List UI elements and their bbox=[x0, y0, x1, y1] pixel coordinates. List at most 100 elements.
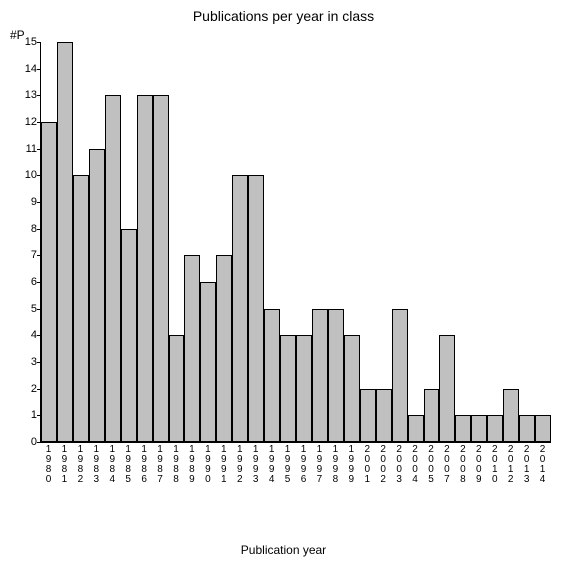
bar-slot bbox=[408, 42, 424, 442]
bar bbox=[216, 255, 232, 442]
x-label-slot: 1999 bbox=[343, 444, 359, 484]
x-label-slot: 1982 bbox=[72, 444, 88, 484]
bar bbox=[169, 335, 185, 442]
bar bbox=[328, 309, 344, 442]
bar bbox=[376, 389, 392, 442]
bar bbox=[503, 389, 519, 442]
x-label-slot: 2002 bbox=[375, 444, 391, 484]
x-tick-label: 2007 bbox=[441, 444, 451, 484]
x-label-slot: 2001 bbox=[359, 444, 375, 484]
x-tick-label: 1988 bbox=[170, 444, 180, 484]
bar-slot bbox=[89, 42, 105, 442]
bars-row bbox=[41, 42, 551, 442]
x-tick-label: 1990 bbox=[202, 444, 212, 484]
plot-area: 0123456789101112131415 bbox=[40, 42, 551, 443]
x-tick-label: 2008 bbox=[457, 444, 467, 484]
x-tick-label: 1980 bbox=[43, 444, 53, 484]
x-tick-label: 1981 bbox=[59, 444, 69, 484]
x-tick-label: 1992 bbox=[234, 444, 244, 484]
x-label-slot: 1996 bbox=[295, 444, 311, 484]
bar-slot bbox=[503, 42, 519, 442]
bar-slot bbox=[312, 42, 328, 442]
x-tick-label: 1997 bbox=[314, 444, 324, 484]
x-label-slot: 2013 bbox=[518, 444, 534, 484]
x-tick-label: 1994 bbox=[266, 444, 276, 484]
y-tick-mark bbox=[37, 442, 41, 443]
bar bbox=[360, 389, 376, 442]
bar-slot bbox=[328, 42, 344, 442]
bar-slot bbox=[264, 42, 280, 442]
bar bbox=[312, 309, 328, 442]
bar-slot bbox=[216, 42, 232, 442]
bar bbox=[455, 415, 471, 442]
bar bbox=[487, 415, 503, 442]
bar bbox=[471, 415, 487, 442]
x-label-slot: 2014 bbox=[534, 444, 550, 484]
x-tick-label: 1995 bbox=[282, 444, 292, 484]
chart-container: Publications per year in class #P 012345… bbox=[0, 0, 567, 567]
bar-slot bbox=[232, 42, 248, 442]
bar-slot bbox=[169, 42, 185, 442]
x-label-slot: 2012 bbox=[502, 444, 518, 484]
x-tick-label: 2002 bbox=[378, 444, 388, 484]
bar bbox=[344, 335, 360, 442]
bar-slot bbox=[137, 42, 153, 442]
x-tick-label: 2014 bbox=[537, 444, 547, 484]
bar bbox=[296, 335, 312, 442]
bar-slot bbox=[57, 42, 73, 442]
x-label-slot: 1995 bbox=[279, 444, 295, 484]
bar-slot bbox=[184, 42, 200, 442]
x-label-slot: 1991 bbox=[215, 444, 231, 484]
bar bbox=[232, 175, 248, 442]
x-label-slot: 2010 bbox=[486, 444, 502, 484]
bar-slot bbox=[471, 42, 487, 442]
bar-slot bbox=[535, 42, 551, 442]
bar-slot bbox=[519, 42, 535, 442]
bar bbox=[105, 95, 121, 442]
x-tick-label: 2005 bbox=[425, 444, 435, 484]
x-tick-label: 1989 bbox=[186, 444, 196, 484]
x-tick-label: 2013 bbox=[521, 444, 531, 484]
x-tick-label: 2003 bbox=[394, 444, 404, 484]
x-label-slot: 1983 bbox=[88, 444, 104, 484]
x-tick-label: 1996 bbox=[298, 444, 308, 484]
bar-slot bbox=[153, 42, 169, 442]
bar bbox=[264, 309, 280, 442]
x-tick-label: 2012 bbox=[505, 444, 515, 484]
x-tick-label: 1998 bbox=[330, 444, 340, 484]
x-tick-label: 2009 bbox=[473, 444, 483, 484]
x-label-slot: 1992 bbox=[231, 444, 247, 484]
x-label-slot: 1981 bbox=[56, 444, 72, 484]
x-tick-label: 1982 bbox=[75, 444, 85, 484]
x-label-slot: 2004 bbox=[407, 444, 423, 484]
bar bbox=[121, 229, 137, 442]
bar-slot bbox=[455, 42, 471, 442]
bar-slot bbox=[280, 42, 296, 442]
x-label-slot: 1994 bbox=[263, 444, 279, 484]
bar bbox=[73, 175, 89, 442]
bar bbox=[280, 335, 296, 442]
bar bbox=[57, 42, 73, 442]
x-tick-label: 2010 bbox=[489, 444, 499, 484]
x-label-slot: 2005 bbox=[423, 444, 439, 484]
bar bbox=[392, 309, 408, 442]
bar bbox=[89, 149, 105, 442]
x-label-slot: 2009 bbox=[470, 444, 486, 484]
x-tick-label: 2001 bbox=[362, 444, 372, 484]
x-label-slot: 1986 bbox=[136, 444, 152, 484]
x-label-slot: 1990 bbox=[199, 444, 215, 484]
bar-slot bbox=[105, 42, 121, 442]
x-label-slot: 2007 bbox=[438, 444, 454, 484]
bar-slot bbox=[487, 42, 503, 442]
bar-slot bbox=[41, 42, 57, 442]
x-tick-label: 2004 bbox=[410, 444, 420, 484]
bar-slot bbox=[248, 42, 264, 442]
x-labels-row: 1980198119821983198419851986198719881989… bbox=[40, 444, 550, 484]
bar bbox=[439, 335, 455, 442]
chart-title: Publications per year in class bbox=[0, 8, 567, 24]
x-label-slot: 1989 bbox=[183, 444, 199, 484]
bar bbox=[41, 122, 57, 442]
bar-slot bbox=[360, 42, 376, 442]
x-tick-label: 1987 bbox=[155, 444, 165, 484]
x-label-slot: 1993 bbox=[247, 444, 263, 484]
